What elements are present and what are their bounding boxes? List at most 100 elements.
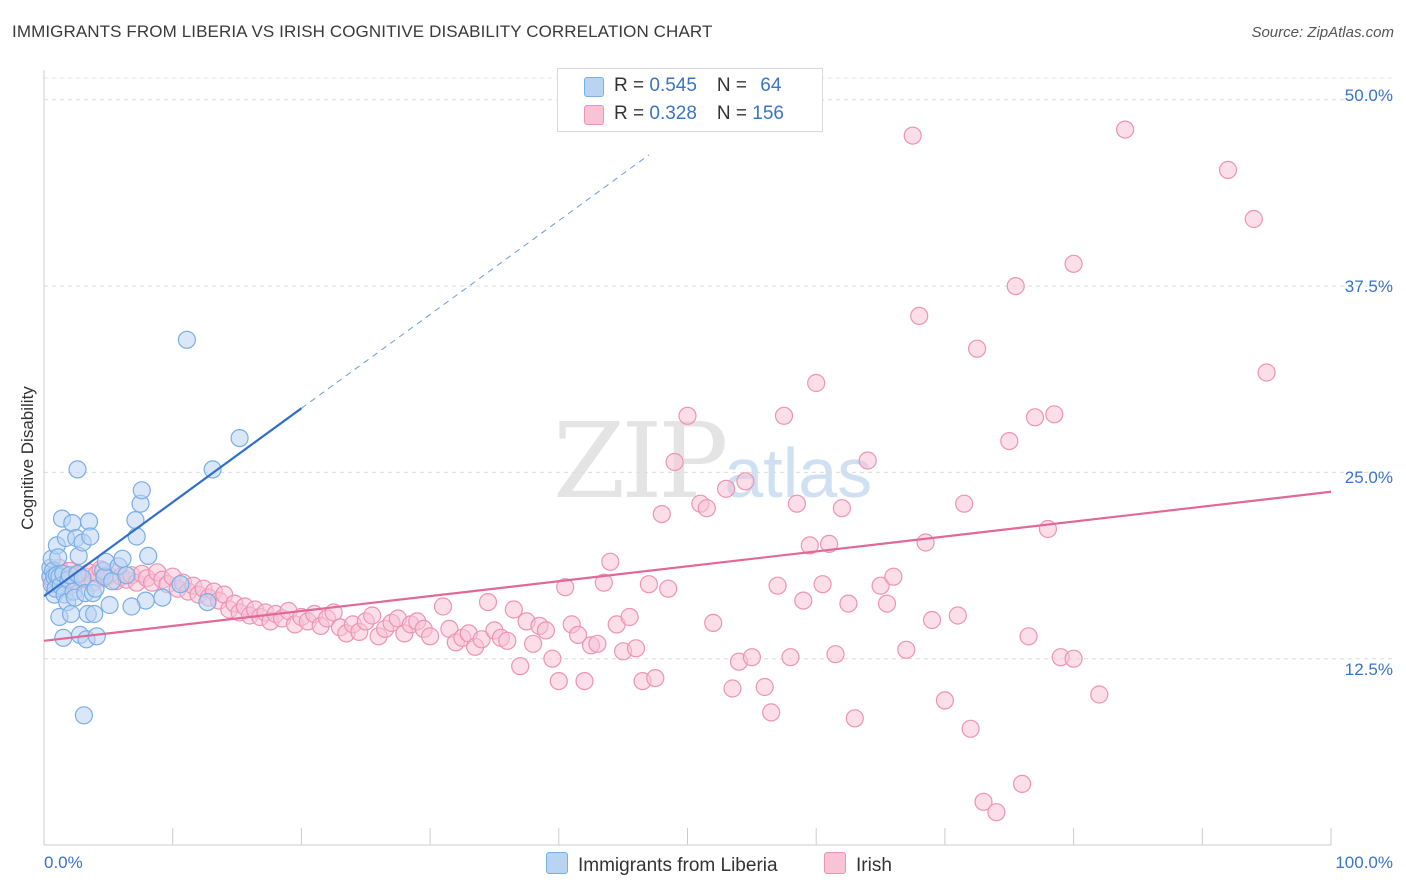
point-irish-157 — [1090, 685, 1109, 704]
point-irish-95 — [575, 671, 594, 691]
y-tick-label-25: 25.0% — [1344, 468, 1393, 487]
legend-label-liberia: Immigrants from Liberia — [578, 855, 778, 876]
point-irish-147 — [987, 803, 1006, 822]
point-irish-158 — [1115, 120, 1135, 139]
trendline-liberia-extension — [301, 154, 650, 409]
point-irish-136 — [897, 640, 916, 659]
point-irish-84 — [498, 631, 517, 650]
point-irish-107 — [659, 579, 678, 598]
point-irish-140 — [922, 610, 942, 630]
n-label: N = — [716, 103, 753, 124]
point-irish-91 — [549, 671, 568, 691]
point-irish-161 — [1257, 363, 1276, 382]
point-irish-131 — [845, 709, 864, 728]
legend-swatch-irish — [824, 852, 846, 874]
point-irish-135 — [884, 567, 903, 586]
source-label: Source: ZipAtlas.com — [1251, 24, 1394, 41]
point-irish-81 — [478, 592, 498, 612]
point-irish-119 — [768, 576, 787, 595]
point-irish-137 — [903, 126, 922, 145]
point-irish-143 — [955, 494, 974, 513]
point-liberia-22 — [61, 604, 81, 624]
point-irish-145 — [967, 339, 987, 358]
chart-title: IMMIGRANTS FROM LIBERIA VS IRISH COGNITI… — [12, 22, 713, 41]
point-liberia-61 — [198, 592, 217, 612]
point-irish-126 — [813, 575, 832, 594]
point-irish-113 — [723, 679, 742, 698]
trendline-irish — [43, 490, 1332, 642]
point-irish-141 — [935, 691, 955, 710]
point-liberia-57 — [153, 588, 172, 607]
point-irish-165 — [704, 613, 723, 633]
point-irish-160 — [1244, 209, 1263, 229]
point-irish-89 — [536, 621, 556, 640]
point-irish-151 — [1019, 627, 1038, 646]
point-irish-129 — [832, 499, 852, 518]
point-irish-146 — [974, 792, 993, 811]
point-irish-127 — [819, 534, 839, 554]
n-value: 156 — [752, 103, 784, 124]
point-irish-164 — [504, 600, 523, 619]
point-irish-163 — [620, 607, 639, 627]
legend-item-liberia: Immigrants from Liberia — [546, 852, 778, 876]
point-irish-94 — [568, 625, 588, 645]
legend-swatch-liberia — [546, 852, 568, 874]
legend-item-irish: Irish — [824, 852, 892, 876]
point-irish-148 — [1000, 432, 1019, 451]
point-irish-104 — [639, 575, 659, 594]
point-irish-112 — [716, 479, 736, 498]
point-liberia-62 — [171, 575, 190, 594]
point-irish-73 — [421, 627, 440, 646]
point-liberia-63 — [122, 597, 141, 616]
y-tick-label-12-5: 12.5% — [1344, 660, 1393, 679]
point-irish-120 — [774, 406, 794, 425]
point-irish-144 — [961, 719, 980, 738]
point-irish-97 — [588, 634, 607, 653]
point-liberia-50 — [117, 566, 136, 585]
trendline-liberia — [43, 407, 303, 597]
point-liberia-40 — [85, 604, 104, 624]
point-irish-132 — [858, 451, 877, 470]
point-irish-87 — [523, 634, 543, 653]
point-irish-92 — [556, 578, 575, 597]
point-irish-159 — [1218, 160, 1238, 179]
x-tick-label-0: 0.0% — [44, 853, 83, 872]
point-irish-115 — [736, 472, 755, 491]
point-irish-124 — [800, 536, 819, 555]
point-irish-117 — [755, 677, 774, 697]
point-irish-99 — [601, 552, 620, 571]
point-irish-128 — [826, 645, 845, 664]
point-irish-139 — [916, 533, 935, 552]
point-liberia-33 — [74, 706, 94, 725]
point-irish-125 — [807, 373, 826, 393]
point-irish-121 — [781, 648, 800, 667]
y-axis-label: Cognitive Disability — [18, 386, 37, 530]
r-value: 0.328 — [649, 103, 697, 124]
r-label: R = — [614, 103, 650, 124]
n-value: 64 — [760, 75, 782, 96]
point-liberia-58 — [177, 330, 196, 349]
point-irish-109 — [678, 406, 697, 425]
point-irish-64 — [363, 606, 382, 625]
point-irish-85 — [511, 657, 530, 676]
point-irish-130 — [839, 594, 858, 613]
point-liberia-10 — [49, 548, 68, 567]
point-liberia-49 — [113, 549, 132, 568]
point-irish-150 — [1012, 774, 1032, 794]
point-irish-156 — [1064, 254, 1083, 273]
point-liberia-54 — [132, 481, 151, 500]
point-liberia-46 — [100, 595, 119, 615]
x-tick-label-100: 100.0% — [1335, 853, 1393, 872]
point-irish-134 — [877, 594, 897, 613]
point-irish-111 — [697, 499, 716, 518]
legend-label-irish: Irish — [856, 855, 892, 876]
point-irish-116 — [742, 648, 762, 667]
legend-swatch-irish — [584, 105, 604, 125]
point-liberia-52 — [127, 527, 146, 546]
point-irish-162 — [1064, 649, 1083, 668]
point-irish-138 — [910, 306, 929, 325]
point-irish-90 — [543, 649, 562, 668]
point-irish-98 — [594, 573, 613, 592]
point-irish-152 — [1025, 408, 1045, 427]
